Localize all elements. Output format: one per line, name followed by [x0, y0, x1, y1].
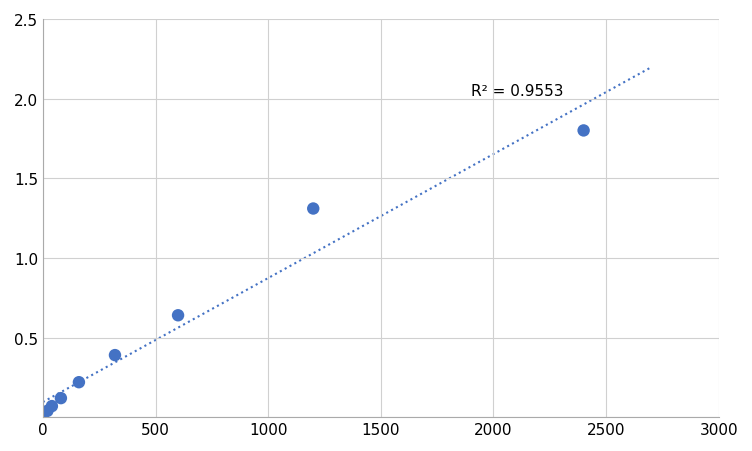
Point: [172, 312, 184, 319]
Text: R² = 0.9553: R² = 0.9553: [471, 84, 563, 99]
Point: [73, 379, 85, 386]
Point: [37, 410, 49, 418]
Point: [46, 403, 58, 410]
Point: [578, 128, 590, 135]
Point: [41, 407, 53, 414]
Point: [55, 395, 67, 402]
Point: [308, 206, 320, 213]
Point: [109, 352, 121, 359]
